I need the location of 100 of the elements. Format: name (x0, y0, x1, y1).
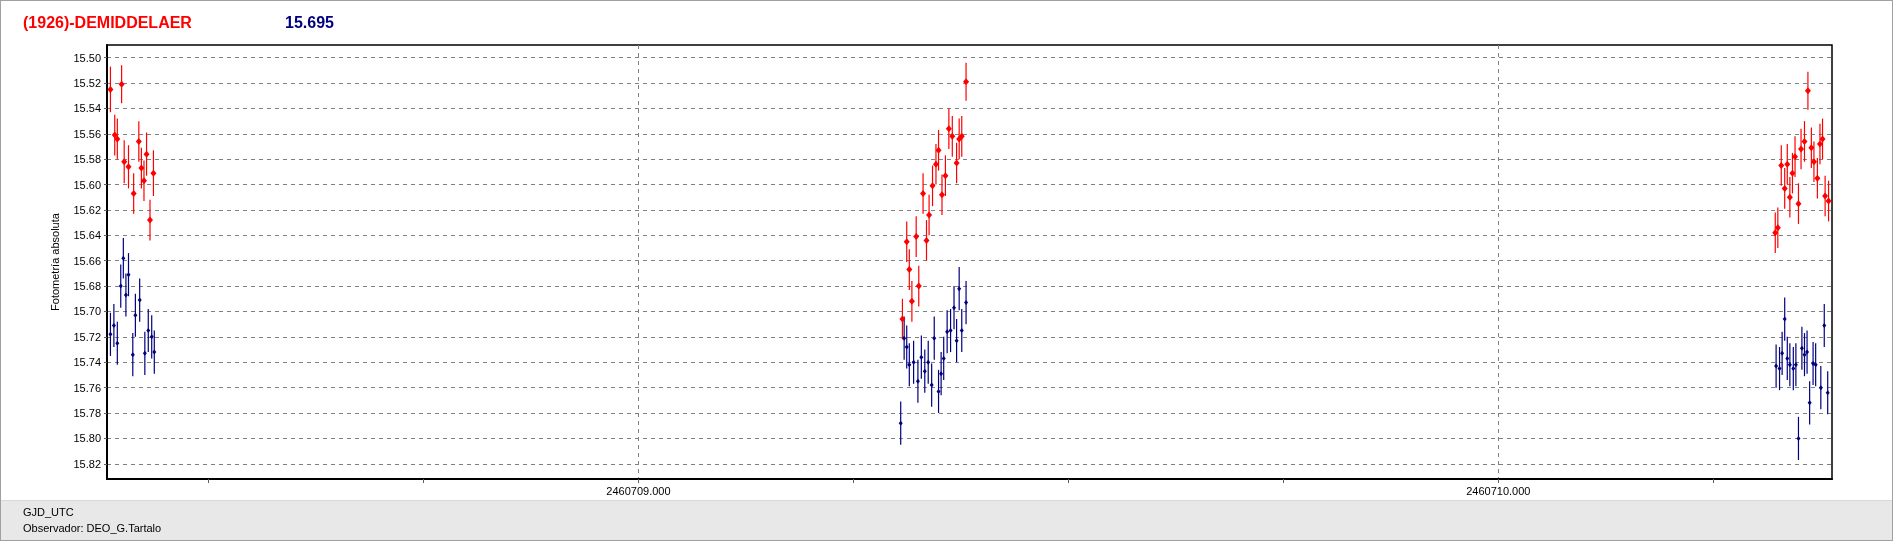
y-tick-label: 15.72 (73, 330, 101, 343)
point (107, 85, 114, 93)
point (133, 312, 138, 318)
chart-subtitle: 15.695 (285, 13, 335, 31)
point (932, 335, 937, 341)
point (1780, 350, 1785, 356)
point (1785, 355, 1790, 361)
y-tick-label: 15.82 (73, 457, 101, 470)
point (1799, 345, 1804, 351)
point (942, 172, 949, 180)
point (142, 350, 147, 356)
point (147, 216, 153, 224)
point (125, 163, 132, 171)
point (1818, 385, 1823, 391)
point (935, 146, 942, 154)
point (130, 352, 135, 358)
point (957, 286, 962, 292)
point (923, 236, 930, 244)
point (915, 378, 920, 384)
point (1795, 200, 1802, 208)
point (126, 272, 131, 278)
point (936, 388, 941, 394)
point (945, 329, 950, 335)
point (903, 238, 910, 246)
point (130, 189, 137, 197)
point (964, 300, 969, 306)
point (952, 305, 957, 311)
point (1825, 390, 1830, 396)
point (1772, 229, 1779, 237)
point (1781, 184, 1788, 192)
point (1807, 400, 1812, 406)
y-tick-label: 15.60 (73, 178, 101, 191)
point (1791, 366, 1796, 372)
y-tick-label: 15.74 (73, 356, 101, 369)
point (926, 211, 933, 219)
y-tick-label: 15.58 (73, 153, 101, 166)
point (949, 132, 956, 140)
point (111, 322, 116, 328)
point (1782, 316, 1787, 322)
point (1810, 158, 1817, 166)
point (1819, 135, 1826, 143)
point (1778, 162, 1785, 170)
y-tick-label: 15.68 (73, 280, 101, 293)
point (146, 328, 151, 334)
point (1789, 169, 1796, 177)
point (114, 135, 121, 143)
point (118, 283, 123, 289)
point (150, 169, 157, 177)
point (938, 191, 945, 199)
point (1792, 153, 1799, 161)
point (929, 182, 936, 190)
point (108, 331, 113, 337)
point (929, 382, 934, 388)
y-tick-label: 15.56 (73, 127, 101, 140)
y-tick-label: 15.64 (73, 229, 101, 242)
point (932, 160, 939, 168)
point (959, 328, 964, 334)
point (963, 78, 970, 86)
point (1816, 140, 1823, 148)
point (906, 266, 913, 274)
y-tick-label: 15.66 (73, 254, 101, 267)
point (1804, 87, 1811, 95)
point (920, 189, 927, 197)
point (115, 340, 120, 346)
point (1805, 349, 1810, 355)
y-tick-label: 15.76 (73, 381, 101, 394)
point (1787, 362, 1792, 368)
point (121, 158, 128, 166)
point (1793, 362, 1798, 368)
y-tick-label: 15.80 (73, 432, 101, 445)
point (1822, 192, 1829, 200)
x-tick-label: 2460709.000 (606, 484, 671, 497)
point (915, 282, 922, 290)
point (1774, 224, 1781, 232)
point (149, 334, 154, 340)
point (111, 131, 118, 139)
x-axis-title: GJD_UTC (23, 506, 74, 519)
point (913, 233, 920, 241)
y-axis-title: Fotometría absoluta (48, 212, 61, 311)
point (1774, 363, 1779, 369)
point (1814, 174, 1821, 182)
chart-title: (1926)-DEMIDDELAER (23, 13, 193, 31)
y-tick-label: 15.70 (73, 305, 101, 318)
point (899, 315, 906, 323)
x-tick-label: 2460710.000 (1466, 484, 1531, 497)
y-tick-label: 15.52 (73, 77, 101, 90)
point (941, 355, 946, 361)
y-tick-label: 15.54 (73, 102, 101, 115)
point (135, 137, 142, 145)
point (152, 349, 157, 355)
point (907, 362, 912, 368)
point (1822, 322, 1827, 328)
point (945, 125, 952, 133)
point (121, 255, 126, 261)
point (1796, 435, 1801, 441)
point (908, 297, 915, 305)
point (1802, 352, 1807, 358)
point (926, 359, 931, 365)
point (904, 344, 909, 350)
point (1786, 193, 1793, 201)
